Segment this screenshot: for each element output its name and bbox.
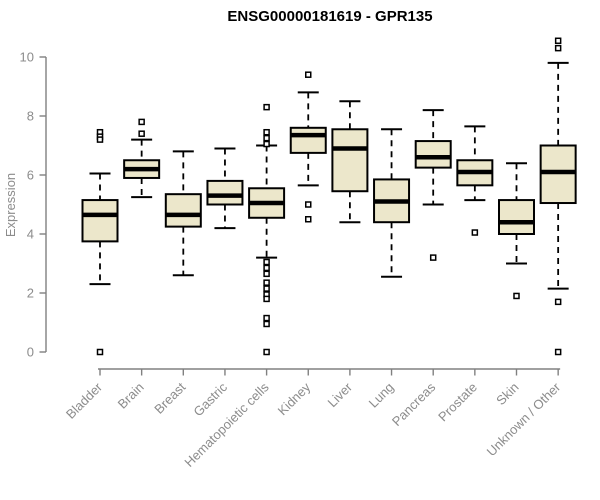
box-brain	[123, 118, 161, 199]
y-tick-label: 2	[27, 286, 34, 301]
y-tick-label: 8	[27, 109, 34, 124]
x-tick-label-skin: Skin	[493, 380, 521, 408]
y-tick-label: 0	[27, 345, 34, 360]
y-tick-label: 10	[20, 50, 34, 65]
outlier-point	[263, 258, 270, 266]
outlier-point	[263, 348, 270, 356]
outlier-point	[554, 348, 562, 356]
box-prostate	[456, 125, 494, 236]
outlier-point	[554, 44, 562, 52]
x-tick-label-breast: Breast	[151, 379, 188, 416]
iqr-box	[414, 140, 452, 169]
x-tick-label-pancreas: Pancreas	[389, 379, 439, 429]
outlier-point	[513, 292, 520, 300]
outlier-point	[138, 130, 145, 137]
outlier-point	[96, 136, 104, 143]
y-tick-label: 4	[27, 227, 34, 242]
x-tick-label-lung: Lung	[366, 380, 397, 411]
box-skin	[498, 162, 535, 300]
x-tick-label-gastric: Gastric	[190, 379, 230, 419]
x-tick-label-bladder: Bladder	[63, 379, 106, 422]
outlier-point	[263, 279, 270, 286]
y-axis: 0 2 4 6 8 10	[20, 50, 47, 360]
outlier-point	[96, 348, 104, 356]
outlier-point	[263, 134, 270, 142]
outlier-point	[471, 229, 479, 236]
outlier-point	[138, 118, 145, 126]
iqr-box	[206, 179, 244, 206]
outlier-point	[554, 298, 562, 306]
outlier-point	[263, 264, 270, 272]
iqr-box	[81, 199, 119, 243]
box-pancreas	[414, 109, 452, 261]
outlier-point	[263, 314, 270, 322]
outlier-point	[305, 201, 312, 208]
y-axis-label: Expression	[3, 173, 18, 237]
box-kidney	[289, 71, 327, 223]
box-gastric	[206, 147, 244, 230]
iqr-box	[289, 126, 327, 154]
box-lung	[373, 128, 411, 278]
outlier-point	[263, 140, 270, 148]
outlier-point	[263, 320, 270, 328]
y-tick-label: 6	[27, 168, 34, 183]
box-unknown-other	[539, 37, 577, 356]
outlier-point	[263, 270, 270, 278]
x-tick-label-brain: Brain	[115, 380, 147, 412]
box-hematopoietic-cells	[248, 103, 286, 356]
iqr-box	[164, 193, 202, 228]
x-tick-label-unknown-other: Unknown / Other	[484, 379, 564, 459]
box-breast	[164, 150, 202, 277]
x-tick-label-prostate: Prostate	[435, 380, 480, 425]
outlier-point	[305, 216, 312, 223]
chart-title: ENSG00000181619 - GPR135	[227, 8, 432, 25]
x-tick-label-liver: Liver	[324, 379, 355, 410]
outlier-point	[263, 285, 270, 292]
iqr-box	[498, 199, 535, 235]
x-tick-label-kidney: Kidney	[275, 379, 314, 418]
iqr-box	[331, 128, 369, 193]
outlier-point	[263, 128, 270, 136]
outlier-point	[263, 295, 270, 303]
outlier-point	[554, 37, 562, 45]
box-bladder	[81, 128, 119, 356]
outlier-point	[429, 254, 437, 261]
box-liver	[331, 100, 369, 224]
outlier-point	[263, 103, 270, 111]
outlier-point	[305, 71, 312, 78]
